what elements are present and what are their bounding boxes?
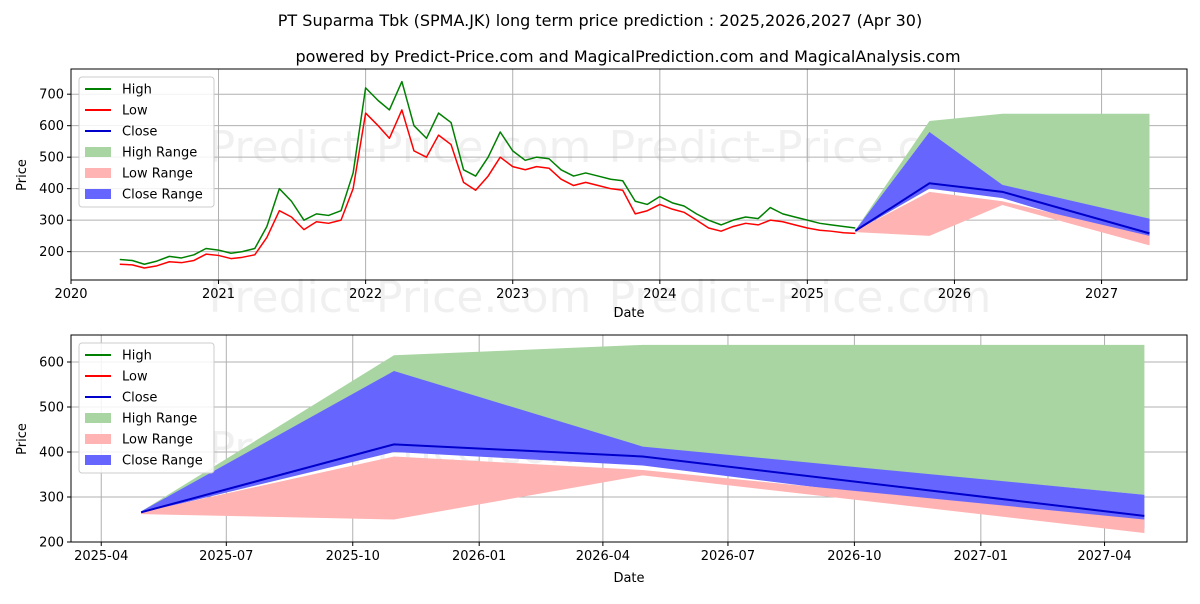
x-axis-label: Date	[613, 306, 644, 321]
y-tick-label: 200	[39, 536, 64, 551]
x-tick-label: 2025-10	[326, 549, 380, 564]
y-tick-label: 500	[39, 151, 64, 166]
legend-label: Close Range	[122, 188, 203, 203]
y-tick-label: 600	[39, 119, 64, 134]
legend: High Low Close High Range Low Range Close Ran…	[78, 76, 215, 208]
high-series-line	[119, 80, 856, 266]
y-tick-label: 700	[39, 88, 64, 103]
y-axis-label: Price	[15, 423, 30, 455]
chart-title: PT Suparma Tbk (SPMA.JK) long term price…	[278, 11, 922, 30]
legend-patch-swatch	[85, 413, 111, 423]
x-tick-label: 2026-07	[701, 549, 755, 564]
y-tick-label: 400	[39, 446, 64, 461]
legend-label: Close	[122, 391, 157, 406]
x-tick-label: 2026-04	[576, 549, 630, 564]
close-forecast-line	[140, 443, 1145, 517]
x-tick-label: 2024	[643, 287, 676, 302]
plot-area	[119, 80, 1150, 269]
x-tick-label: 2020	[54, 287, 87, 302]
low-range-band	[141, 456, 1145, 533]
close-range-band	[855, 131, 1150, 243]
legend-box	[78, 76, 215, 208]
chart-subtitle: powered by Predict-Price.com and Magical…	[295, 47, 960, 66]
x-tick-label: 2026-01	[452, 549, 506, 564]
watermark: Predict-Price.com	[209, 122, 592, 173]
legend-label: Low Range	[122, 433, 193, 448]
forecast-zoom-panel: Predict-Price.com Predict-Price.com 2025…	[15, 334, 1188, 586]
close-forecast-line	[854, 182, 1150, 235]
y-axis-label: Price	[15, 159, 30, 191]
y-tick-label: 200	[39, 245, 64, 260]
legend-label: Low	[122, 104, 148, 119]
x-tick-label: 2026	[938, 287, 971, 302]
legend-label: High	[122, 83, 152, 98]
x-tick-label: 2023	[496, 287, 529, 302]
legend-label: Close Range	[122, 454, 203, 469]
x-axis-ticks: 2020 2021 2022 2023 2024 2025 2026 2027	[54, 280, 1118, 302]
y-tick-label: 300	[39, 214, 64, 229]
y-axis-ticks: 200 300 400 500 600 700	[39, 88, 71, 260]
low-range-band	[855, 191, 1150, 246]
low-series-line	[119, 109, 856, 269]
legend-label: High Range	[122, 146, 197, 161]
x-tick-label: 2022	[349, 287, 382, 302]
x-tick-label: 2021	[202, 287, 235, 302]
long-term-price-panel: Predict-Price.com Predict-Price.com Pred…	[15, 68, 1188, 323]
legend: High Low Close High Range Low Range Close Ran…	[78, 342, 215, 474]
x-axis-ticks: 2025-04 2025-07 2025-10 2026-01 2026-04 2026-…	[74, 542, 1132, 564]
legend-patch-swatch	[85, 168, 111, 178]
close-range-band	[141, 371, 1145, 529]
legend-label: High	[122, 349, 152, 364]
legend-box	[78, 342, 215, 474]
legend-patch-swatch	[85, 455, 111, 465]
y-tick-label: 300	[39, 491, 64, 506]
x-tick-label: 2027-04	[1077, 549, 1131, 564]
x-tick-label: 2026-10	[827, 549, 881, 564]
legend-patch-swatch	[85, 434, 111, 444]
legend-label: Low Range	[122, 167, 193, 182]
legend-label: Low	[122, 370, 148, 385]
y-tick-label: 600	[39, 356, 64, 371]
plot-frame	[70, 68, 1188, 281]
legend-patch-swatch	[85, 147, 111, 157]
x-axis-label: Date	[613, 571, 644, 586]
x-tick-label: 2027	[1085, 287, 1118, 302]
legend-label: High Range	[122, 412, 197, 427]
legend-patch-swatch	[85, 189, 111, 199]
x-tick-label: 2025	[791, 287, 824, 302]
y-tick-label: 500	[39, 401, 64, 416]
x-tick-label: 2025-07	[199, 549, 253, 564]
y-axis-ticks: 200 300 400 500 600	[39, 356, 71, 551]
legend-label: Close	[122, 125, 157, 140]
y-tick-label: 400	[39, 182, 64, 197]
x-tick-label: 2027-01	[954, 549, 1008, 564]
x-tick-label: 2025-04	[74, 549, 128, 564]
plot-frame	[70, 334, 1188, 543]
plot-area	[140, 344, 1145, 533]
